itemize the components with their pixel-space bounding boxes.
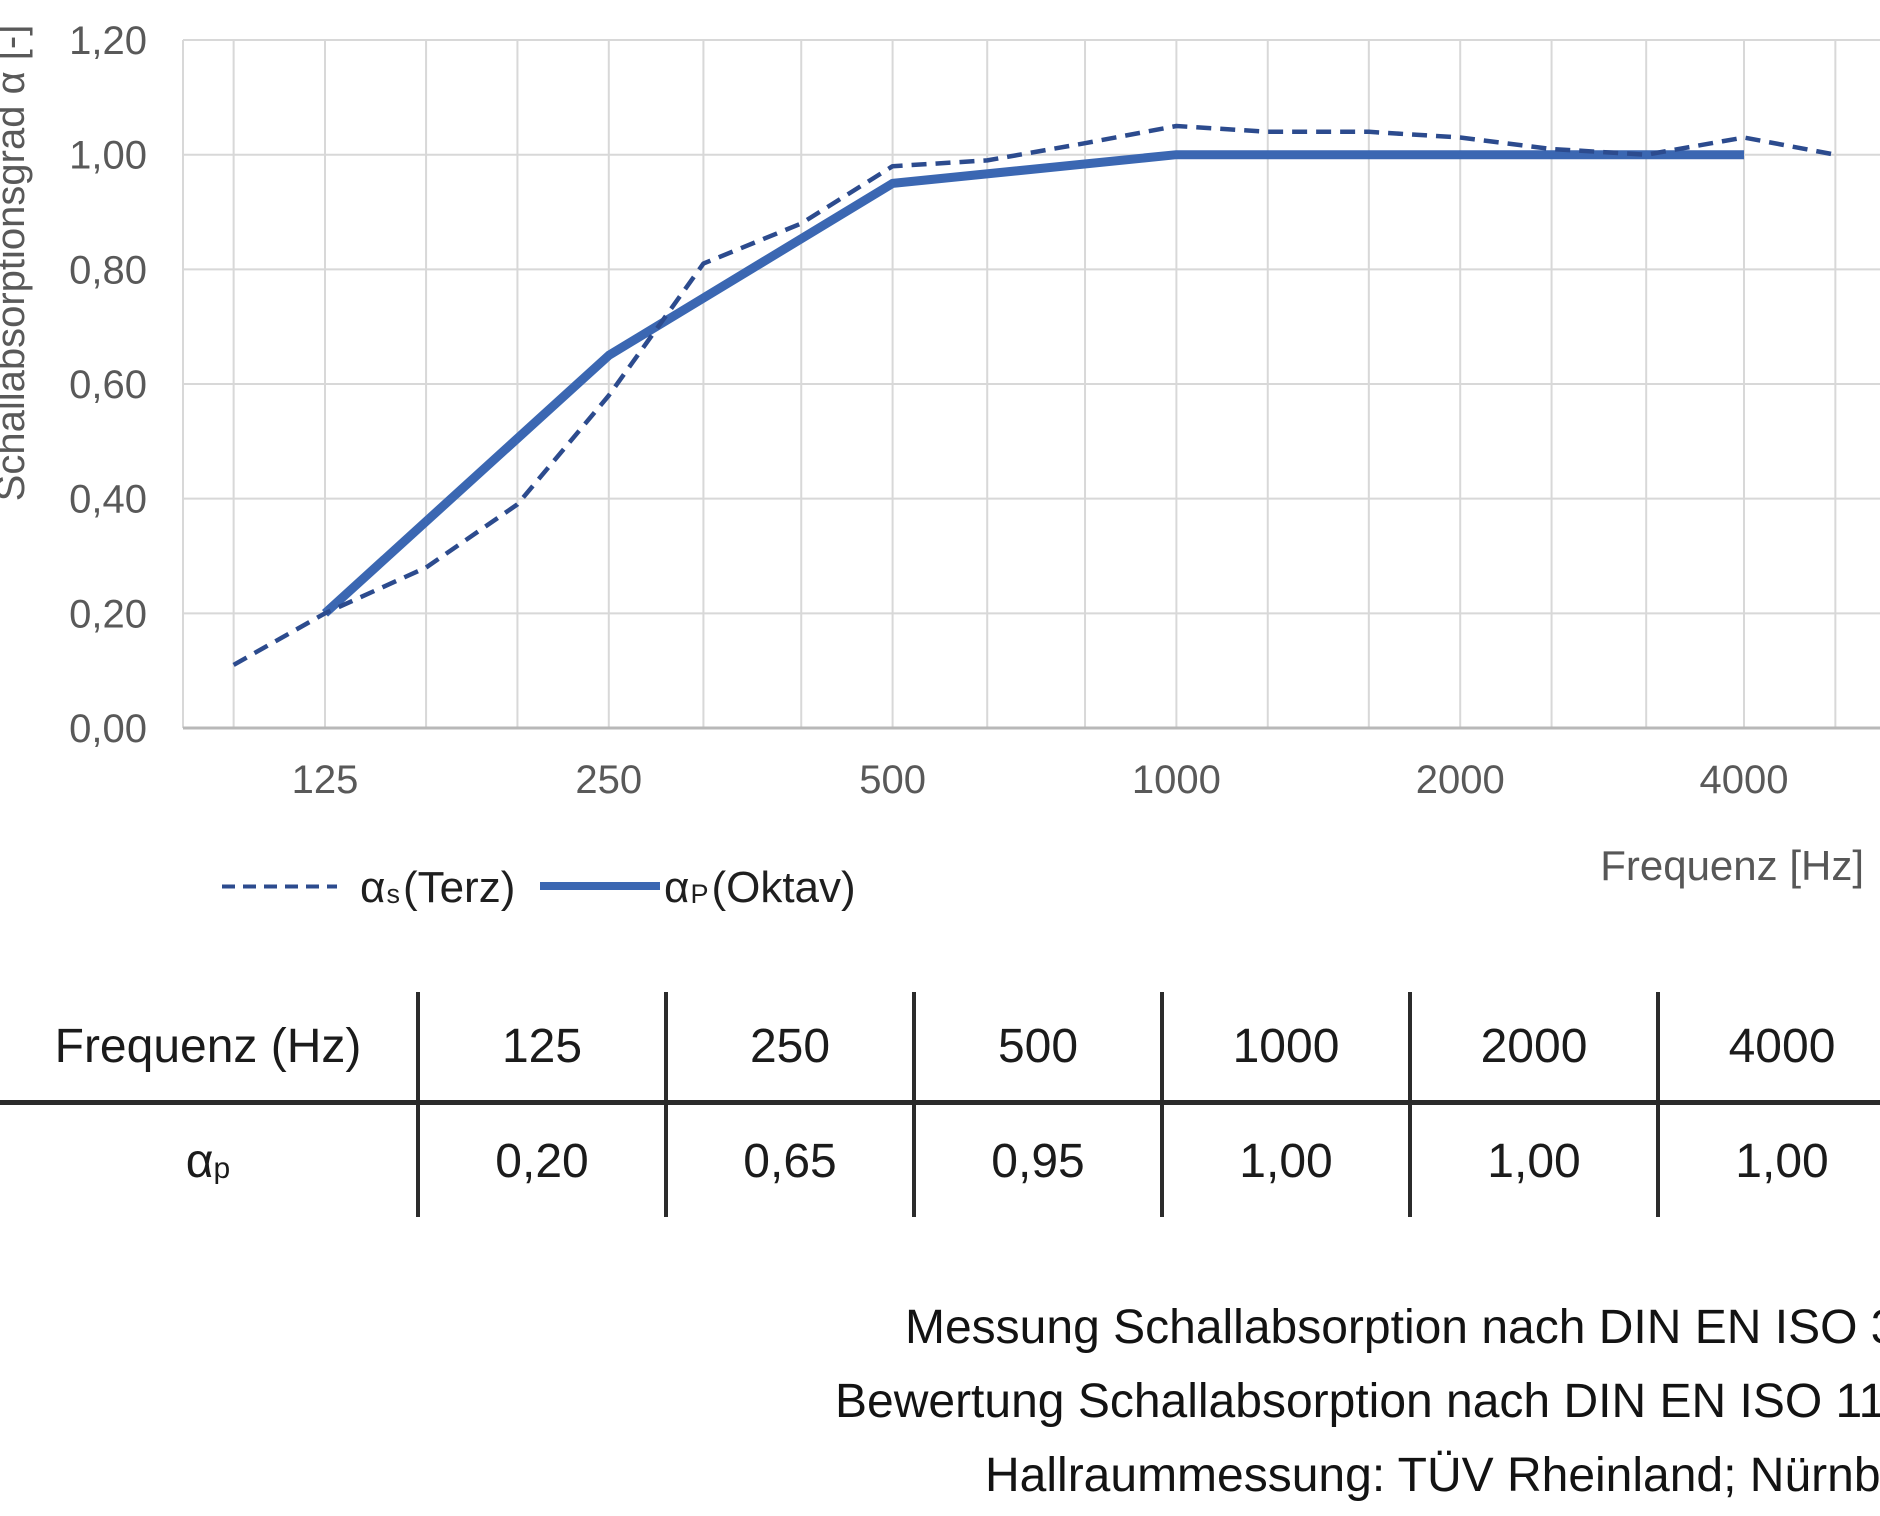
legend-oktav-alpha: α [664,863,690,912]
gridlines [183,39,1880,729]
footnote-hallraum: Hallraummessung: TÜV Rheinland; Nürnberg [985,1449,1880,1502]
legend-oktav-rest: (Oktav) [711,863,856,912]
absorption-chart-svg: 0,00 0,20 0,40 0,60 0,80 1,00 1,20 125 250 500 100… [0,19,1880,802]
table-header-frequency: Frequenz (Hz) [0,992,416,1105]
solid-line-swatch-icon [540,882,660,890]
table-header-125: 125 [416,992,664,1105]
table-header-4000: 4000 [1656,992,1880,1105]
x-tick-label: 125 [292,758,359,802]
x-tick-labels: 125 250 500 1000 2000 4000 [292,758,1789,802]
x-tick-label: 4000 [1700,758,1789,802]
y-tick-label: 0,80 [69,248,147,292]
table-value-alpha-p: 1,00 [1656,1105,1880,1217]
table-header-2000: 2000 [1408,992,1656,1105]
footnote-bewertung: Bewertung Schallabsorption nach DIN EN I… [835,1375,1880,1428]
table-value-alpha-p: 1,00 [1160,1105,1408,1217]
footnote-messung: Messung Schallabsorption nach DIN EN ISO… [905,1301,1880,1354]
y-tick-label: 1,00 [69,134,147,178]
table-header-1000: 1000 [1160,992,1408,1105]
table-value-alpha-p: 0,95 [912,1105,1160,1217]
table-value-alpha-p: 1,00 [1408,1105,1656,1217]
y-tick-label: 0,60 [69,363,147,407]
y-axis-title: Schallabsorptionsgrad α [-] [0,25,33,502]
x-tick-label: 1000 [1132,758,1221,802]
table-value-alpha-p: 0,65 [664,1105,912,1217]
legend-label-terz: α s (Terz) [360,863,516,912]
legend-terz-rest: (Terz) [402,863,516,912]
legend-terz-alpha: α [360,863,386,912]
table-value-alpha-p: 0,20 [416,1105,664,1217]
x-axis-title: Frequenz [Hz] [1600,842,1864,889]
table-header-250: 250 [664,992,912,1105]
series-terz-dashed [232,123,1836,667]
series-oktav-solid [321,150,1744,617]
table-header-500: 500 [912,992,1160,1105]
x-tick-label: 250 [575,758,642,802]
y-tick-label: 1,20 [69,19,147,63]
y-tick-label: 0,20 [69,592,147,636]
chart-legend: α s (Terz) α P (Oktav) [0,858,1100,918]
y-tick-label: 0,00 [69,707,147,751]
y-tick-label: 0,40 [69,478,147,522]
legend-label-oktav: α P (Oktav) [664,863,856,912]
x-tick-label: 2000 [1416,758,1505,802]
dashed-line-swatch-icon [222,884,337,889]
y-tick-labels: 0,00 0,20 0,40 0,60 0,80 1,00 1,20 [69,19,147,751]
absorption-table: Frequenz (Hz) 125 250 500 1000 2000 4000 α p 0,20… [0,992,1880,1217]
x-tick-label: 500 [859,758,926,802]
